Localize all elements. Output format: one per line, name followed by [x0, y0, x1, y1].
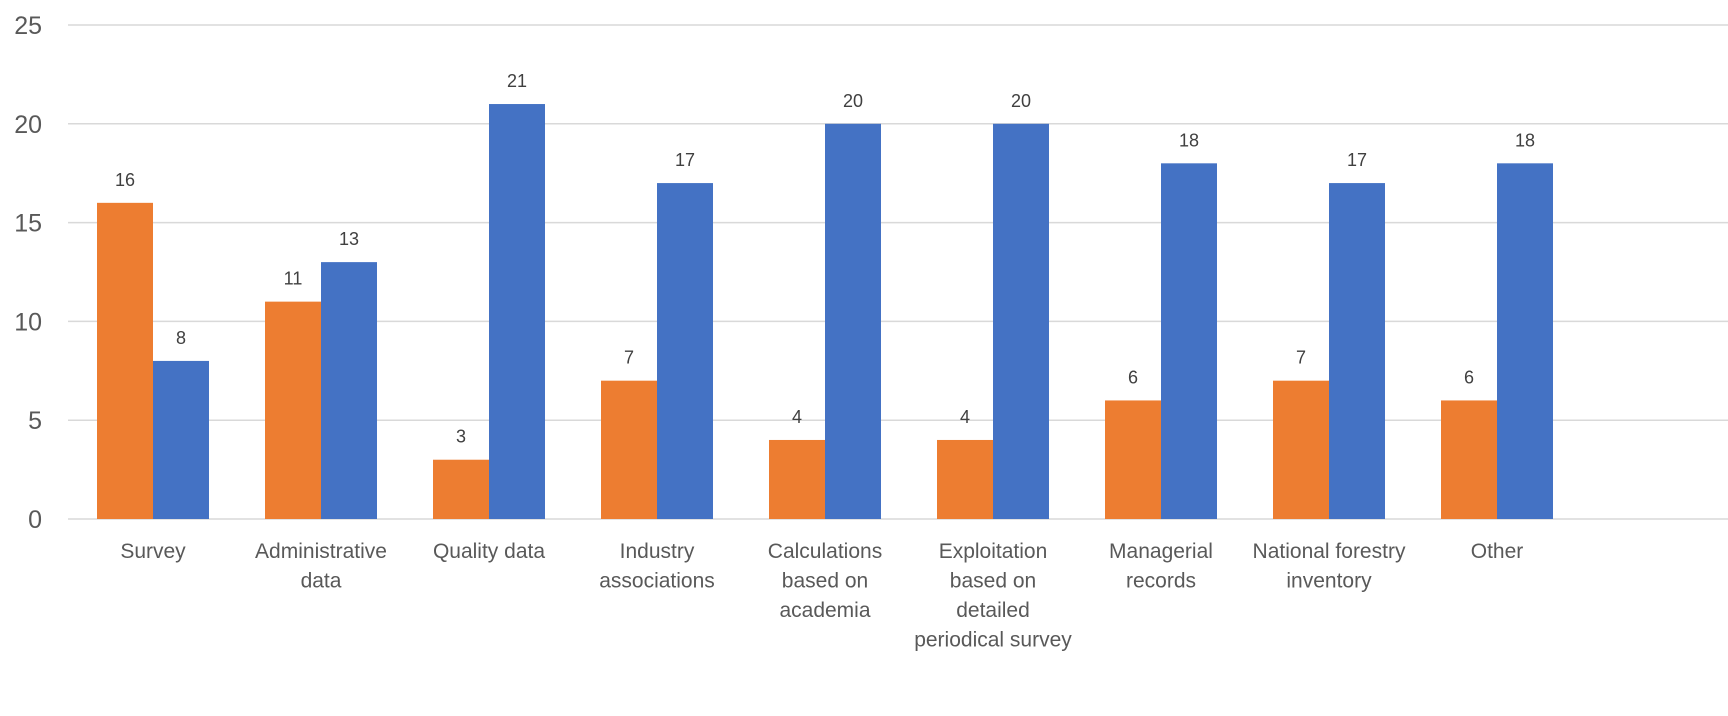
x-tick-label-line: Quality data — [433, 540, 545, 563]
x-tick-label-line: academia — [779, 599, 870, 622]
bar-series2 — [153, 360, 209, 519]
data-labels: 16 8 11 13 3 21 7 17 4 20 4 20 6 18 7 17 6 18 — [115, 71, 1535, 447]
y-tick-label: 15 — [14, 210, 42, 238]
bar-series1 — [769, 439, 825, 519]
bar-series1 — [1273, 380, 1329, 519]
data-label: 17 — [675, 150, 695, 170]
data-label: 20 — [843, 91, 863, 111]
data-label: 18 — [1179, 130, 1199, 150]
x-tick-label-line: associations — [599, 570, 715, 593]
bar-series2 — [993, 123, 1049, 520]
bar-series2 — [1497, 163, 1553, 519]
bar-series1 — [97, 202, 153, 519]
bar-series1 — [265, 301, 321, 519]
x-tick-label: Administrative data — [255, 540, 387, 593]
bar-series2 — [1161, 163, 1217, 519]
y-tick-label: 20 — [14, 111, 42, 139]
y-tick-label: 5 — [28, 407, 42, 435]
x-tick-label-line: based on — [950, 570, 1036, 593]
bar-series1 — [1441, 400, 1497, 519]
bar-series1 — [1105, 400, 1161, 519]
x-tick-label: Exploitation based on detailed periodical s… — [914, 540, 1072, 652]
bars — [97, 104, 1553, 520]
bar-series1 — [433, 459, 489, 519]
x-tick-label-line: records — [1126, 570, 1196, 593]
x-tick-label: National forestry inventory — [1253, 540, 1406, 593]
data-label: 16 — [115, 170, 135, 190]
bar-series1 — [937, 439, 993, 519]
x-tick-label-line: Exploitation — [939, 540, 1048, 563]
x-tick-label: Quality data — [433, 540, 545, 563]
x-tick-label-line: Survey — [120, 540, 186, 563]
x-tick-label-line: based on — [782, 570, 868, 593]
x-tick-label-line: National forestry — [1253, 540, 1406, 563]
data-label: 3 — [456, 427, 466, 447]
data-label: 7 — [1296, 348, 1306, 368]
data-label: 21 — [507, 71, 527, 91]
x-tick-label: Industry associations — [599, 540, 715, 593]
x-tick-label-line: Industry — [620, 540, 695, 563]
data-label: 8 — [176, 328, 186, 348]
x-tick-label: Other — [1471, 540, 1524, 563]
data-label: 7 — [624, 348, 634, 368]
x-tick-label-line: periodical survey — [914, 629, 1072, 652]
data-label: 4 — [960, 407, 970, 427]
data-label: 18 — [1515, 130, 1535, 150]
data-label: 4 — [792, 407, 802, 427]
data-label: 11 — [284, 269, 303, 289]
bar-series1 — [601, 380, 657, 519]
data-label: 6 — [1128, 367, 1138, 387]
x-tick-label-line: Other — [1471, 540, 1524, 563]
data-label: 20 — [1011, 91, 1031, 111]
x-tick-label: Survey — [120, 540, 186, 563]
x-tick-label-line: data — [301, 570, 342, 593]
y-tick-label: 10 — [14, 308, 42, 336]
x-tick-label-line: Managerial — [1109, 540, 1213, 563]
x-tick-label-line: detailed — [956, 599, 1030, 622]
y-tick-label: 0 — [28, 506, 42, 534]
data-label: 6 — [1464, 367, 1474, 387]
x-tick-label-line: Calculations — [768, 540, 882, 563]
data-label: 13 — [339, 229, 359, 249]
bar-series2 — [321, 262, 377, 519]
x-axis: Survey Administrative data Quality data Indu… — [120, 540, 1523, 652]
x-tick-label: Managerial records — [1109, 540, 1213, 593]
x-tick-label-line: Administrative — [255, 540, 387, 563]
y-axis: 0 5 10 15 20 25 — [14, 12, 42, 534]
x-tick-label: Calculations based on academia — [768, 540, 882, 622]
bar-series2 — [657, 183, 713, 519]
bar-series2 — [489, 104, 545, 519]
bar-series2 — [1329, 183, 1385, 519]
bar-series2 — [825, 123, 881, 520]
x-tick-label-line: inventory — [1286, 570, 1372, 593]
y-tick-label: 25 — [14, 12, 42, 40]
data-label: 17 — [1347, 150, 1367, 170]
